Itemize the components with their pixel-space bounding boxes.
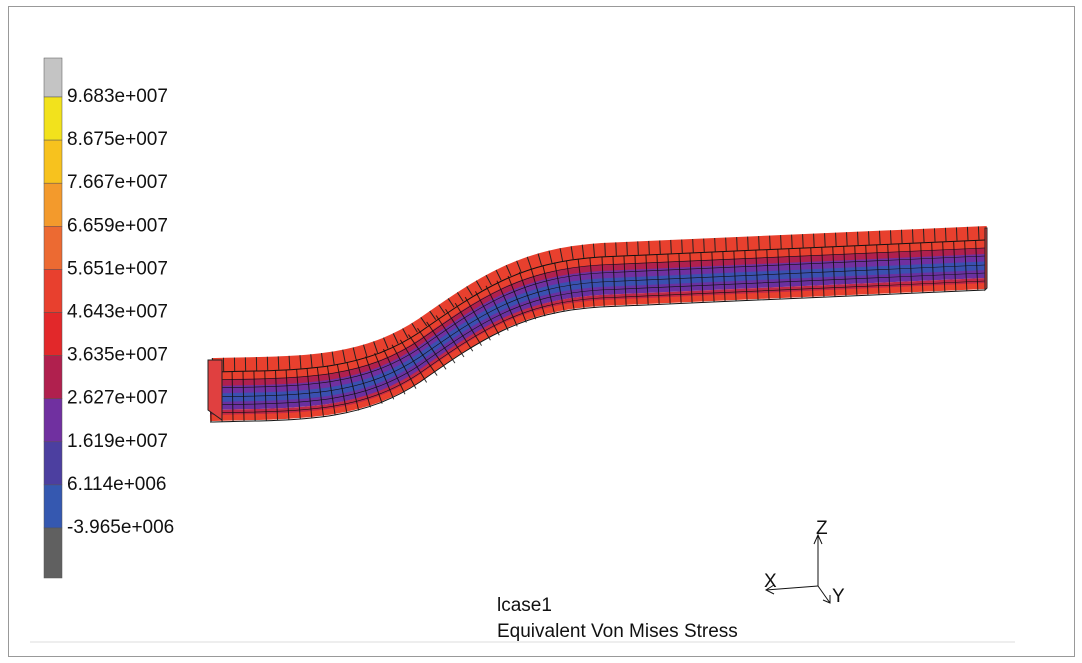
page: 9.683e+007 8.675e+007 7.667e+007 6.659e+007… bbox=[0, 0, 1082, 663]
axis-triad: Z X Y bbox=[764, 518, 845, 607]
legend-swatch bbox=[44, 485, 62, 528]
legend-label: 6.659e+007 bbox=[67, 215, 168, 236]
color-legend: 9.683e+007 8.675e+007 7.667e+007 6.659e+007… bbox=[44, 58, 174, 578]
legend-swatch bbox=[44, 183, 62, 226]
legend-label: 5.651e+007 bbox=[67, 258, 168, 279]
z-label: Z bbox=[816, 518, 828, 539]
legend-swatch bbox=[44, 313, 62, 356]
legend-label: 6.114e+006 bbox=[67, 474, 167, 495]
legend-label: 7.667e+007 bbox=[67, 172, 168, 193]
frame bbox=[9, 7, 1075, 657]
legend-label: 1.619e+007 bbox=[67, 431, 168, 452]
legend-swatch bbox=[44, 528, 62, 578]
legend-label: 9.683e+007 bbox=[67, 86, 168, 107]
legend-swatch bbox=[44, 356, 62, 399]
legend-swatch bbox=[44, 58, 62, 97]
legend-swatch bbox=[44, 226, 62, 269]
legend-label: 3.635e+007 bbox=[67, 345, 168, 366]
legend-label: 8.675e+007 bbox=[67, 129, 168, 150]
legend-swatch bbox=[44, 442, 62, 485]
legend-swatch bbox=[44, 140, 62, 183]
result-type: Equivalent Von Mises Stress bbox=[497, 621, 738, 642]
y-label: Y bbox=[832, 586, 845, 607]
viewport: 9.683e+007 8.675e+007 7.667e+007 6.659e+007… bbox=[0, 0, 1082, 663]
beam-model bbox=[208, 228, 987, 422]
legend-swatch bbox=[44, 399, 62, 442]
x-label: X bbox=[764, 571, 777, 592]
legend-swatch bbox=[44, 97, 62, 140]
load-case: lcase1 bbox=[497, 595, 552, 616]
legend-label: -3.965e+006 bbox=[67, 517, 174, 538]
legend-label: 4.643e+007 bbox=[67, 302, 168, 323]
legend-swatch bbox=[44, 269, 62, 312]
legend-label: 2.627e+007 bbox=[67, 388, 168, 409]
